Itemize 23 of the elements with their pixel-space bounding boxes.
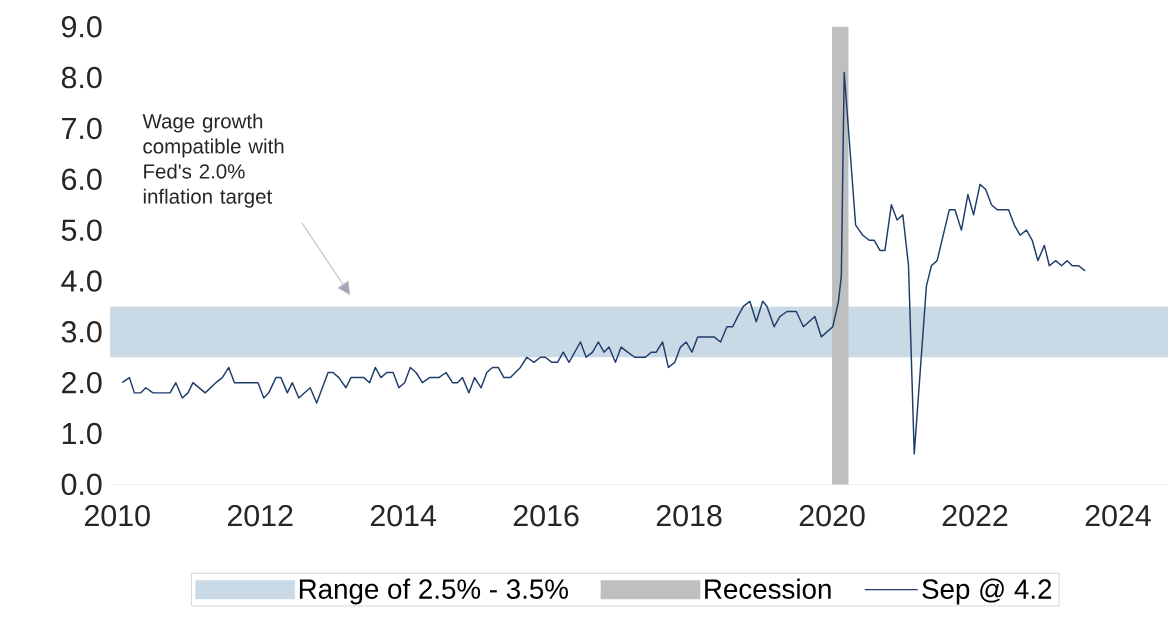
y-tick-label: 9.0 (61, 15, 102, 38)
x-tick-label: 2018 (656, 504, 722, 527)
x-tick-label: 2010 (84, 504, 150, 527)
y-tick-label: 1.0 (62, 422, 102, 445)
y-tick-label: 7.0 (62, 117, 102, 140)
y-tick-label: 5.0 (61, 219, 102, 241)
legend-label: Recession (705, 578, 831, 599)
annotation: Wage growth compatible with Fed's 2.0% inflation target (142, 113, 284, 208)
y-tick-label: 2.0 (62, 371, 102, 394)
x-tick-label: 2014 (370, 504, 437, 527)
y-tick-label: 4.0 (61, 270, 102, 292)
y-tick-label: 0.0 (61, 473, 102, 496)
x-tick-label: 2016 (513, 504, 579, 527)
y-tick-label: 8.0 (61, 66, 102, 89)
x-tick-label: 2012 (227, 504, 293, 527)
legend-label: Range of 2.5% - 3.5% (299, 578, 568, 605)
y-tick-label: 3.0 (61, 321, 102, 343)
x-tick-label: 2022 (942, 504, 1008, 527)
legend-label: Sep @ 4.2 (922, 578, 1052, 605)
x-tick-label: 2024 (1085, 504, 1151, 527)
x-tick-label: 2020 (799, 504, 865, 527)
line-series (121, 71, 1086, 455)
y-tick-label: 6.0 (62, 168, 102, 191)
